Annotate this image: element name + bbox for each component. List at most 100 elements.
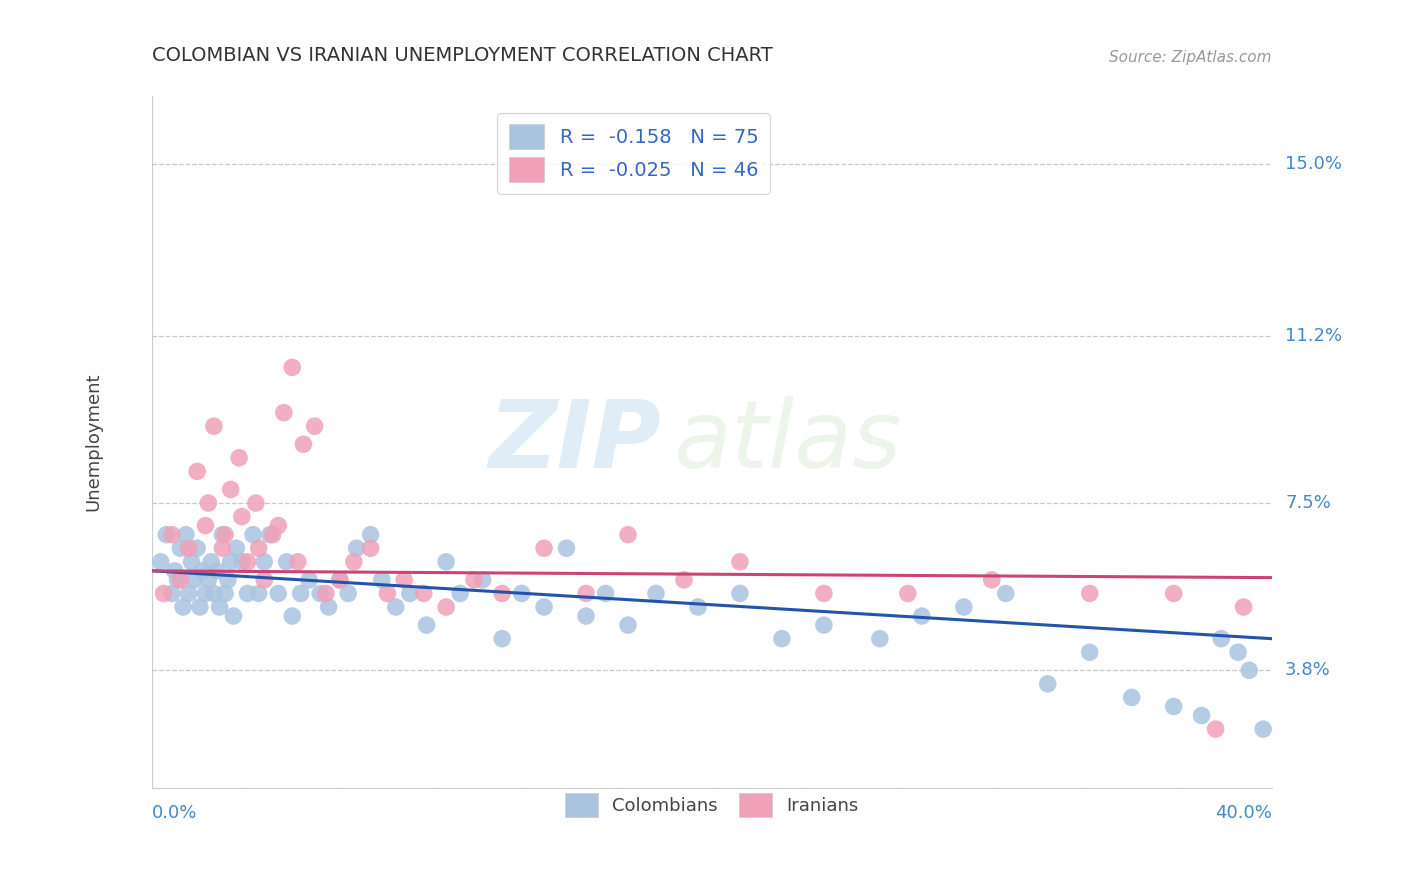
Point — [371, 573, 394, 587]
Point — [728, 586, 751, 600]
Point — [510, 586, 533, 600]
Point — [169, 573, 191, 587]
Point — [281, 609, 304, 624]
Point — [253, 555, 276, 569]
Legend: Colombians, Iranians: Colombians, Iranians — [558, 786, 866, 824]
Point — [869, 632, 891, 646]
Point — [231, 509, 253, 524]
Point — [177, 541, 200, 556]
Point — [412, 586, 434, 600]
Point — [228, 450, 250, 465]
Point — [897, 586, 920, 600]
Point — [555, 541, 578, 556]
Point — [205, 564, 228, 578]
Text: Unemployment: Unemployment — [84, 373, 103, 511]
Point — [214, 527, 236, 541]
Point — [267, 518, 290, 533]
Point — [392, 573, 415, 587]
Point — [533, 541, 555, 556]
Point — [1078, 645, 1101, 659]
Point — [1121, 690, 1143, 705]
Point — [398, 586, 420, 600]
Text: 11.2%: 11.2% — [1285, 326, 1343, 344]
Point — [163, 564, 186, 578]
Text: 7.5%: 7.5% — [1285, 494, 1331, 512]
Point — [309, 586, 332, 600]
Point — [337, 586, 360, 600]
Point — [672, 573, 695, 587]
Text: 15.0%: 15.0% — [1285, 155, 1341, 173]
Point — [247, 586, 270, 600]
Point — [208, 600, 231, 615]
Point — [346, 541, 368, 556]
Point — [259, 527, 281, 541]
Point — [219, 483, 242, 497]
Point — [186, 541, 208, 556]
Point — [267, 586, 290, 600]
Point — [1233, 600, 1256, 615]
Point — [1227, 645, 1250, 659]
Point — [1205, 722, 1227, 736]
Point — [281, 360, 304, 375]
Point — [186, 464, 208, 478]
Point — [1078, 586, 1101, 600]
Point — [1251, 722, 1274, 736]
Point — [152, 586, 174, 600]
Point — [377, 586, 399, 600]
Point — [174, 527, 197, 541]
Point — [595, 586, 617, 600]
Point — [617, 618, 640, 632]
Text: 3.8%: 3.8% — [1285, 661, 1330, 680]
Point — [160, 527, 183, 541]
Point — [217, 573, 239, 587]
Point — [360, 527, 382, 541]
Point — [194, 518, 217, 533]
Point — [645, 586, 668, 600]
Point — [149, 555, 172, 569]
Point — [160, 586, 183, 600]
Point — [276, 555, 298, 569]
Point — [236, 555, 259, 569]
Point — [155, 527, 177, 541]
Point — [298, 573, 321, 587]
Point — [491, 586, 513, 600]
Point — [952, 600, 974, 615]
Point — [1163, 586, 1185, 600]
Point — [575, 586, 598, 600]
Point — [728, 555, 751, 569]
Point — [449, 586, 471, 600]
Point — [197, 496, 219, 510]
Point — [242, 527, 264, 541]
Point — [211, 527, 233, 541]
Text: ZIP: ZIP — [489, 396, 662, 488]
Point — [384, 600, 406, 615]
Point — [686, 600, 709, 615]
Point — [994, 586, 1017, 600]
Point — [211, 541, 233, 556]
Point — [360, 541, 382, 556]
Point — [770, 632, 793, 646]
Point — [304, 419, 326, 434]
Point — [202, 586, 225, 600]
Point — [318, 600, 340, 615]
Point — [329, 573, 352, 587]
Point — [177, 586, 200, 600]
Text: atlas: atlas — [673, 397, 901, 488]
Point — [197, 573, 219, 587]
Point — [575, 609, 598, 624]
Point — [166, 573, 188, 587]
Point — [188, 600, 211, 615]
Point — [1191, 708, 1213, 723]
Point — [231, 555, 253, 569]
Point — [262, 527, 284, 541]
Point — [180, 555, 202, 569]
Text: Source: ZipAtlas.com: Source: ZipAtlas.com — [1109, 50, 1271, 65]
Point — [1211, 632, 1233, 646]
Point — [202, 419, 225, 434]
Point — [219, 555, 242, 569]
Point — [200, 555, 222, 569]
Point — [273, 406, 295, 420]
Point — [471, 573, 494, 587]
Point — [415, 618, 437, 632]
Text: 0.0%: 0.0% — [152, 804, 198, 822]
